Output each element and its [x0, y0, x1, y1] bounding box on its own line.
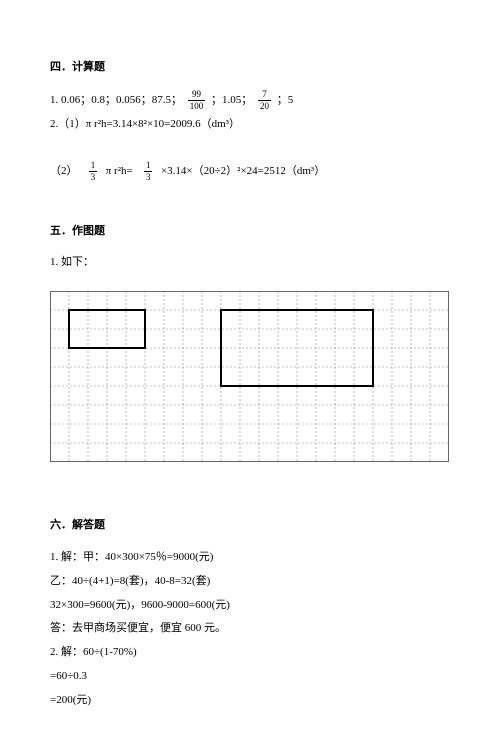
grid-figure	[50, 291, 450, 462]
text: （2）	[50, 165, 78, 177]
fraction: 99 100	[188, 90, 206, 111]
spacer	[50, 186, 450, 204]
page-content: 四．计算题 1. 0.06；0.8；0.056；87.5； 99 100 ；1.…	[0, 0, 500, 755]
answer-line: 答：去甲商场买便宜，便宜 600 元。	[50, 619, 450, 639]
text: ×3.14×（20÷2）²×24=2512（dm³）	[161, 165, 325, 177]
answer-line: 2. 解：60÷(1-70%)	[50, 643, 450, 663]
calc-line-2: 2.（1）π r²h=3.14×8²×10=2009.6（dm³）	[50, 115, 450, 135]
drawing-line-1: 1. 如下：	[50, 253, 450, 273]
text: ；5	[277, 94, 294, 106]
calc-line-3: （2） 1 3 π r²h= 1 3 ×3.14×（20÷2）²×24=2512…	[50, 161, 450, 182]
text: ；1.05；	[211, 94, 252, 106]
grid-svg	[50, 291, 449, 462]
numerator: 1	[89, 161, 98, 172]
fraction: 7 20	[258, 90, 271, 111]
answer-line: 32×300=9600(元)，9600-9000=600(元)	[50, 596, 450, 616]
spacer	[50, 139, 450, 157]
section4-title: 四．计算题	[50, 58, 450, 78]
spacer	[50, 480, 450, 498]
denominator: 3	[89, 172, 98, 182]
calc-line-1: 1. 0.06；0.8；0.056；87.5； 99 100 ；1.05； 7 …	[50, 90, 450, 111]
numerator: 99	[188, 90, 206, 101]
denominator: 20	[258, 101, 271, 111]
section5-title: 五．作图题	[50, 222, 450, 242]
fraction: 1 3	[144, 161, 153, 182]
answer-line: =60÷0.3	[50, 667, 450, 687]
denominator: 100	[188, 101, 206, 111]
numerator: 7	[258, 90, 271, 101]
fraction: 1 3	[89, 161, 98, 182]
section6-title: 六．解答题	[50, 516, 450, 536]
numerator: 1	[144, 161, 153, 172]
denominator: 3	[144, 172, 153, 182]
answer-line: 乙：40÷(4+1)=8(套)，40-8=32(套)	[50, 572, 450, 592]
text: π r²h=	[106, 165, 133, 177]
answer-line: 1. 解：甲：40×300×75％=9000(元)	[50, 548, 450, 568]
text: 1. 0.06；0.8；0.056；87.5；	[50, 94, 182, 106]
